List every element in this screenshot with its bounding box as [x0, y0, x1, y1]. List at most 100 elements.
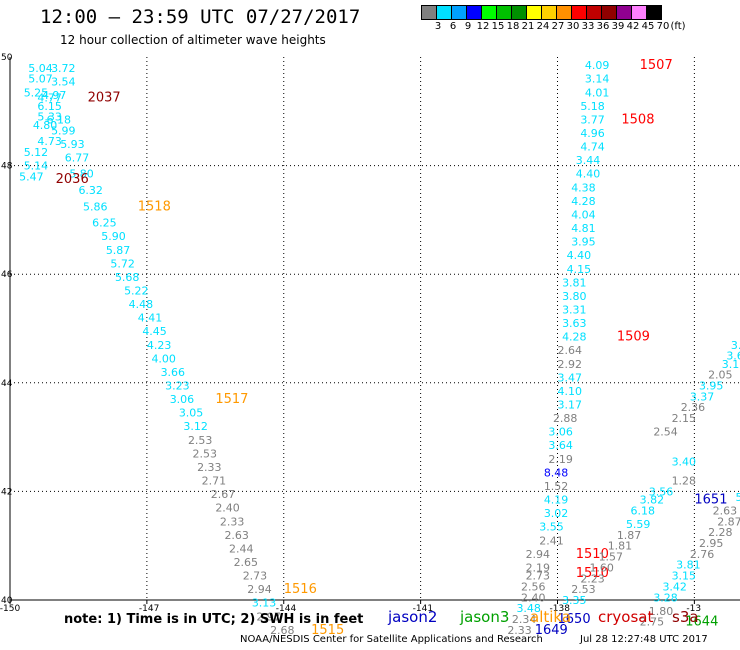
pass-time-label: 1649 [535, 623, 568, 638]
wave-height-label: 5.33 [37, 111, 62, 124]
wave-height-label: 2.33 [507, 624, 532, 637]
pass-time-label: 1651 [694, 493, 727, 508]
color-scale-legend [421, 5, 662, 20]
satellite-altika: altika [530, 608, 572, 626]
pass-time-label: 2036 [56, 172, 89, 187]
wave-height-label: 4.10 [558, 385, 583, 398]
wave-height-label: 4.23 [147, 339, 172, 352]
wave-height-label: 2.34 [512, 613, 537, 626]
wave-height-label: 3.42 [662, 580, 687, 593]
wave-height-label: 3.63 [562, 317, 587, 330]
wave-height-label: 2.94 [526, 548, 551, 561]
wave-height-label: 4.80 [33, 119, 58, 132]
wave-height-label: 5.86 [83, 200, 108, 213]
wave-height-label: 2.33 [220, 515, 245, 528]
wave-height-label: 2.71 [202, 475, 227, 488]
wave-height-label: 2.19 [548, 453, 573, 466]
satellite-s3a: s3a [672, 608, 699, 626]
wave-height-label: 4.81 [571, 222, 596, 235]
wave-height-label: 1.52 [544, 480, 569, 493]
wave-height-label: 1.87 [617, 529, 642, 542]
wave-height-label: 4.00 [151, 352, 176, 365]
wave-height-label: 4.19 [544, 494, 569, 507]
pass-time-label: 1650 [558, 612, 591, 627]
color-scale-unit: (ft) [670, 21, 686, 32]
color-scale-tick: 24 [536, 21, 550, 32]
wave-height-label: 1.57 [599, 551, 624, 564]
x-tick-label: -144 [276, 604, 297, 614]
wave-height-label: 3.81 [562, 276, 587, 289]
wave-height-label: 3.63 [726, 350, 740, 363]
wave-height-label: 4.41 [138, 312, 163, 325]
wave-height-label: 3.54 [51, 75, 76, 88]
pass-time-label: 1510 [576, 547, 609, 562]
wave-height-label: 4.01 [585, 86, 610, 99]
wave-height-label: 2.63 [224, 529, 249, 542]
wave-height-label: 4.28 [562, 331, 587, 344]
wave-height-label: 3.14 [585, 73, 610, 86]
wave-height-label: 3.64 [548, 439, 573, 452]
wave-height-label: 2.54 [653, 426, 678, 439]
color-swatch [646, 5, 662, 20]
wave-height-label: 4.45 [142, 325, 167, 338]
wave-height-label: 3.81 [676, 559, 701, 572]
footer-note: note: 1) Time is in UTC; 2) SWH is in fe… [64, 612, 364, 627]
pass-time-label: 1508 [621, 112, 654, 127]
wave-height-label: 5.18 [580, 100, 605, 113]
wave-height-label: 3.06 [548, 426, 573, 439]
wave-height-label: 5.87 [106, 244, 131, 257]
wave-height-label: 4.09 [585, 59, 610, 72]
satellite-jason2: jason2 [388, 608, 438, 626]
wave-height-label: 3.02 [544, 507, 569, 520]
wave-height-label: 6.25 [92, 217, 117, 230]
wave-height-label: 5.14 [24, 160, 49, 173]
wave-height-label: 3.95 [699, 380, 724, 393]
wave-height-label: 2.56 [521, 580, 546, 593]
x-tick-label: -138 [550, 604, 571, 614]
wave-height-label: 5.59 [626, 518, 651, 531]
wave-height-label: 2.53 [193, 447, 218, 460]
wave-height-label: 2.67 [211, 488, 236, 501]
wave-height-label: 3.55 [539, 521, 564, 534]
y-tick-label: 42 [1, 487, 12, 497]
wave-height-label: 2.87 [717, 515, 740, 528]
wave-height-label: 3.47 [558, 371, 583, 384]
wave-height-label: 3.13 [252, 597, 277, 610]
color-scale-tick: 42 [626, 21, 640, 32]
wave-height-label: 4.96 [580, 127, 605, 140]
color-scale-tick: 3 [434, 21, 442, 32]
timestamp-text: Jul 28 12:27:48 UTC 2017 [580, 634, 708, 645]
wave-height-label: 4.28 [571, 195, 596, 208]
wave-height-label: 4.04 [571, 208, 596, 221]
wave-height-label: 5.72 [110, 257, 135, 270]
wave-height-label: 3.31 [562, 303, 587, 316]
wave-height-label: 4.73 [37, 135, 62, 148]
color-scale-tick: 27 [551, 21, 565, 32]
color-scale-tick: 9 [464, 21, 472, 32]
wave-height-label: 3.77 [580, 113, 605, 126]
wave-height-label: 2.92 [558, 358, 583, 371]
wave-height-label: 2.36 [681, 401, 706, 414]
wave-height-label: 4.40 [576, 168, 601, 181]
wave-height-label: 6.18 [47, 113, 72, 126]
wave-height-label: 1.60 [589, 561, 614, 574]
wave-height-label: 3.56 [649, 485, 674, 498]
wave-height-label: 3.66 [161, 366, 186, 379]
wave-height-label: 5.68 [115, 271, 140, 284]
chart-title: 12:00 – 23:59 UTC 07/27/2017 [40, 6, 361, 28]
credit-text: NOAA/NESDIS Center for Satellite Applica… [240, 634, 543, 645]
wave-height-label: 2.76 [690, 548, 715, 561]
pass-time-label: 1515 [311, 623, 344, 638]
wave-height-label: 5.80 [69, 168, 94, 181]
wave-height-label: 2.68 [270, 624, 295, 637]
chart-subtitle: 12 hour collection of altimeter wave hei… [60, 33, 326, 47]
wave-height-label: 6.18 [631, 504, 656, 517]
color-scale-tick: 33 [581, 21, 595, 32]
wave-height-label: 3.28 [653, 591, 678, 604]
color-scale-tick: 6 [449, 21, 457, 32]
wave-height-label: 2.15 [672, 412, 697, 425]
color-scale-tick: 21 [521, 21, 535, 32]
y-tick-label: 46 [1, 270, 13, 280]
wave-height-label: 2.88 [553, 412, 578, 425]
wave-height-label: 3.44 [576, 154, 601, 167]
